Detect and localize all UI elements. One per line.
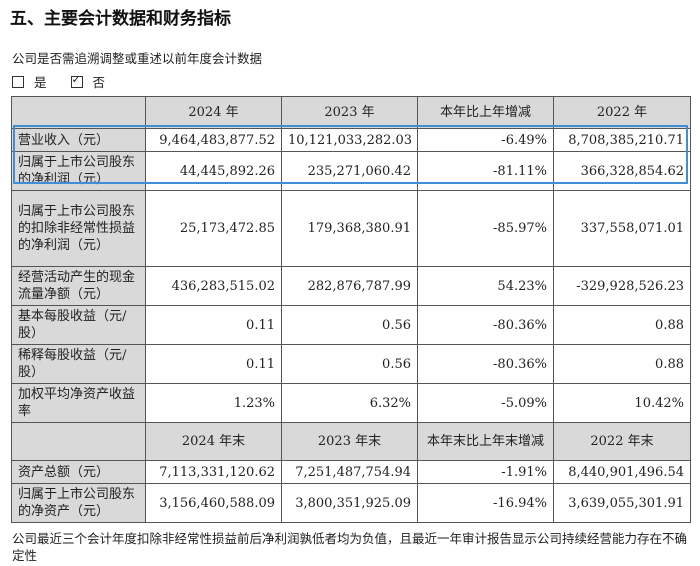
cell: 0.56 bbox=[281, 305, 418, 345]
table-subheader-row: 2024 年末 2023 年末 本年末比上年末增减 2022 年末 bbox=[11, 422, 691, 461]
cell: 25,173,472.85 bbox=[145, 190, 282, 267]
cell: 7,251,487,754.94 bbox=[281, 460, 418, 484]
header-cell bbox=[11, 96, 146, 129]
header-cell: 2023 年 bbox=[281, 96, 418, 129]
header-cell: 本年末比上年末增减 bbox=[417, 422, 554, 461]
header-cell: 2022 年 bbox=[553, 96, 691, 129]
cell: 337,558,071.01 bbox=[553, 190, 691, 267]
cell: 0.88 bbox=[553, 344, 691, 384]
cell: 179,368,380.91 bbox=[281, 190, 418, 267]
cell: -16.94% bbox=[417, 483, 554, 523]
checkbox-checked-icon bbox=[70, 73, 83, 88]
row-label: 稀释每股收益（元/股） bbox=[11, 344, 146, 384]
header-cell: 2022 年末 bbox=[553, 422, 691, 461]
cell: 0.88 bbox=[553, 305, 691, 345]
restatement-choices: 是 否 bbox=[12, 72, 125, 91]
section-title: 五、主要会计数据和财务指标 bbox=[10, 9, 231, 29]
cell: -80.36% bbox=[417, 305, 554, 345]
cell: 9,464,483,877.52 bbox=[145, 128, 282, 152]
row-label: 营业收入（元） bbox=[11, 128, 146, 152]
table-row: 基本每股收益（元/股） 0.11 0.56 -80.36% 0.88 bbox=[11, 305, 691, 345]
cell: 235,271,060.42 bbox=[281, 151, 418, 191]
cell: 44,445,892.26 bbox=[145, 151, 282, 191]
header-cell: 2024 年 bbox=[145, 96, 282, 129]
cell: 3,639,055,301.91 bbox=[553, 483, 691, 523]
header-cell bbox=[11, 422, 146, 461]
cell: 0.56 bbox=[281, 344, 418, 384]
table-row: 归属于上市公司股东的净利润（元） 44,445,892.26 235,271,0… bbox=[11, 151, 691, 191]
cell: 0.11 bbox=[145, 305, 282, 345]
checkbox-empty-icon bbox=[12, 76, 24, 88]
header-cell: 本年比上年增减 bbox=[417, 96, 554, 129]
table-header-row: 2024 年 2023 年 本年比上年增减 2022 年 bbox=[11, 96, 691, 129]
cell: 0.11 bbox=[145, 344, 282, 384]
row-label: 归属于上市公司股东的净资产（元） bbox=[11, 483, 146, 523]
row-label: 基本每股收益（元/股） bbox=[11, 305, 146, 345]
row-label: 加权平均净资产收益率 bbox=[11, 383, 146, 423]
table-row: 资产总额（元） 7,113,331,120.62 7,251,487,754.9… bbox=[11, 460, 691, 484]
cell: 54.23% bbox=[417, 266, 554, 306]
cell: 1.23% bbox=[145, 383, 282, 423]
cell: 282,876,787.99 bbox=[281, 266, 418, 306]
row-label: 资产总额（元） bbox=[11, 460, 146, 484]
cell: 3,156,460,588.09 bbox=[145, 483, 282, 523]
table-row: 经营活动产生的现金流量净额（元） 436,283,515.02 282,876,… bbox=[11, 266, 691, 306]
cell: 10,121,033,282.03 bbox=[281, 128, 418, 152]
footnote: 公司最近三个会计年度扣除非经常性损益前后净利润孰低者均为负值，且最近一年审计报告… bbox=[12, 531, 688, 563]
cell: 3,800,351,925.09 bbox=[281, 483, 418, 523]
cell: 366,328,854.62 bbox=[553, 151, 691, 191]
table-row: 归属于上市公司股东的扣除非经常性损益的净利润（元） 25,173,472.85 … bbox=[11, 190, 691, 267]
cell: 436,283,515.02 bbox=[145, 266, 282, 306]
table-row: 营业收入（元） 9,464,483,877.52 10,121,033,282.… bbox=[11, 128, 691, 152]
choice-yes[interactable]: 是 bbox=[12, 75, 57, 90]
restatement-question: 公司是否需追溯调整或重述以前年度会计数据 bbox=[12, 51, 263, 66]
cell: -329,928,526.23 bbox=[553, 266, 691, 306]
financial-indicators-table: 2024 年 2023 年 本年比上年增减 2022 年 营业收入（元） 9,4… bbox=[11, 96, 691, 523]
cell: -80.36% bbox=[417, 344, 554, 384]
table-row: 加权平均净资产收益率 1.23% 6.32% -5.09% 10.42% bbox=[11, 383, 691, 423]
row-label: 归属于上市公司股东的扣除非经常性损益的净利润（元） bbox=[11, 190, 146, 267]
cell: 8,708,385,210.71 bbox=[553, 128, 691, 152]
cell: -5.09% bbox=[417, 383, 554, 423]
cell: -85.97% bbox=[417, 190, 554, 267]
cell: -81.11% bbox=[417, 151, 554, 191]
cell: 10.42% bbox=[553, 383, 691, 423]
cell: 7,113,331,120.62 bbox=[145, 460, 282, 484]
row-label: 经营活动产生的现金流量净额（元） bbox=[11, 266, 146, 306]
cell: 8,440,901,496.54 bbox=[553, 460, 691, 484]
cell: -6.49% bbox=[417, 128, 554, 152]
cell: -1.91% bbox=[417, 460, 554, 484]
choice-no[interactable]: 否 bbox=[70, 73, 116, 90]
header-cell: 2024 年末 bbox=[145, 422, 282, 461]
cell: 6.32% bbox=[281, 383, 418, 423]
header-cell: 2023 年末 bbox=[281, 422, 418, 461]
row-label: 归属于上市公司股东的净利润（元） bbox=[11, 151, 146, 191]
table-row: 归属于上市公司股东的净资产（元） 3,156,460,588.09 3,800,… bbox=[11, 483, 691, 523]
table-row: 稀释每股收益（元/股） 0.11 0.56 -80.36% 0.88 bbox=[11, 344, 691, 384]
